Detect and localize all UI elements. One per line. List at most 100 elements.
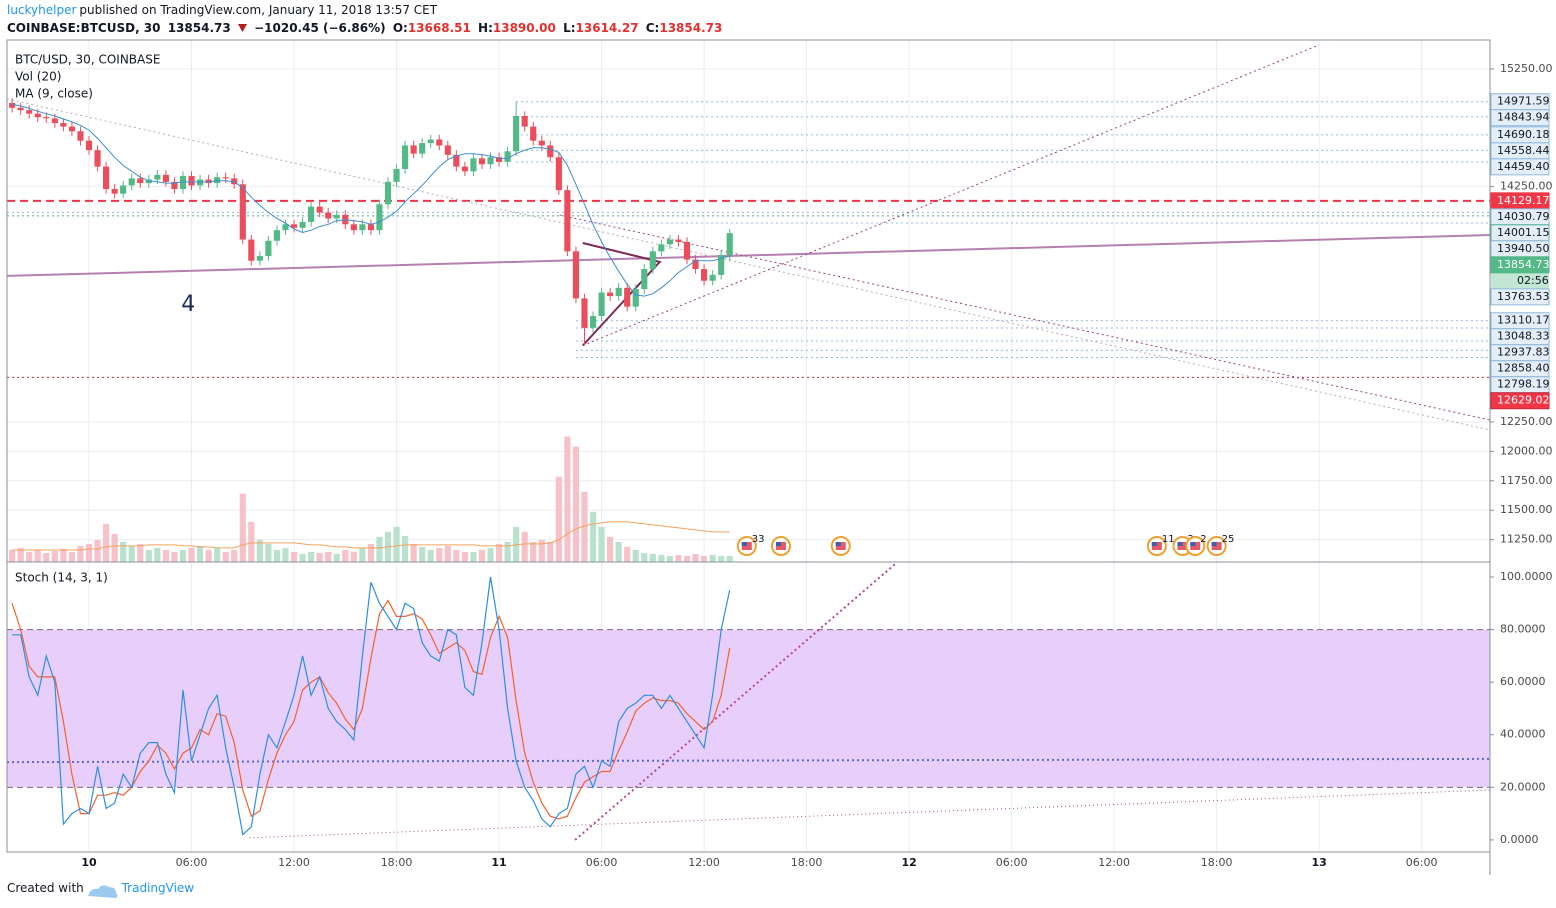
volume-bar [103, 523, 110, 562]
candle-body [530, 126, 537, 141]
y-tick-label: 0.0000 [1500, 833, 1539, 846]
volume-bar [308, 551, 315, 562]
volume-bar [111, 533, 118, 562]
candle-body [77, 131, 84, 141]
volume-bar [43, 552, 50, 562]
y-tick-label: 11500.00 [1500, 503, 1553, 516]
volume-bar [188, 547, 195, 562]
volume-legend: Vol (20) [15, 70, 61, 84]
volume-bar [666, 555, 673, 562]
event-count: 33 [752, 534, 765, 545]
candle-body [581, 298, 588, 328]
price-label: 12937.83 [1497, 346, 1550, 359]
event-count: 2 [1200, 534, 1206, 545]
event-flag-canton [741, 542, 747, 546]
event-flag-canton [1190, 542, 1196, 546]
volume-bar [273, 549, 281, 562]
volume-bar [572, 446, 580, 562]
candle-body [51, 118, 58, 124]
volume-bar [555, 476, 562, 562]
candle-body [85, 140, 93, 151]
candle-body [111, 188, 118, 194]
volume-bar [256, 539, 263, 562]
candle-body [589, 316, 597, 328]
down-arrow [237, 24, 247, 32]
candle-body [43, 117, 50, 119]
trend-line [582, 242, 662, 347]
candle-body [453, 154, 460, 167]
volume-bar [427, 549, 434, 562]
x-tick-label: 06:00 [1406, 856, 1438, 869]
x-tick-label: 12:00 [1098, 856, 1130, 869]
candle-body [504, 151, 511, 162]
volume-bar [410, 543, 417, 562]
trend-line [7, 234, 1490, 277]
x-tick-label: 06:00 [586, 856, 618, 869]
price-label: 14971.59 [1497, 95, 1550, 108]
volume-bar [316, 552, 323, 562]
volume-bar [9, 549, 16, 562]
high-label: H: [478, 21, 493, 35]
event-flag-canton [775, 542, 781, 546]
price-label-bg [1490, 392, 1550, 410]
candle-body [495, 157, 503, 162]
volume-bar [402, 535, 409, 562]
price-label: 13940.50 [1497, 242, 1550, 255]
candle-body [641, 268, 648, 289]
event-count: 25 [1222, 534, 1235, 545]
price-label: 14459.40 [1497, 160, 1550, 173]
candle-body [666, 239, 673, 245]
x-tick-label: 06:00 [996, 856, 1028, 869]
candle-body [256, 256, 263, 261]
price-label: 14843.94 [1497, 111, 1550, 124]
event-flag-canton [1211, 542, 1217, 546]
author-link[interactable]: luckyhelper [7, 3, 77, 17]
price-label: 14001.15 [1497, 226, 1550, 239]
candle-body [316, 206, 323, 213]
candle-body [290, 224, 298, 228]
price-label-bg [1490, 256, 1550, 274]
candle-body [410, 145, 417, 154]
candle-body [248, 239, 255, 261]
candle-body [376, 204, 383, 231]
candle-body [325, 212, 332, 219]
x-tick-label: 12 [901, 856, 916, 869]
volume-bar [145, 549, 152, 562]
price-label: 13110.17 [1497, 314, 1550, 327]
brand-link[interactable]: TradingView [121, 881, 195, 895]
candle-body [359, 224, 366, 231]
axes: 10 06:00 12:00 18:00 11 06:00 12:00 18:00 12 06:0… [81, 62, 1552, 869]
volume-bar [419, 546, 426, 562]
volume-bar [248, 521, 255, 562]
candle-body [231, 178, 238, 185]
candle-body [26, 110, 33, 114]
candle-body [222, 177, 229, 179]
volume-bar [470, 551, 477, 562]
candle-body [538, 140, 545, 146]
trend-line [582, 44, 1320, 346]
candle-body [615, 287, 622, 297]
volume-bar [615, 541, 622, 562]
volume-ma-line [12, 521, 730, 551]
volume-bar [521, 531, 528, 562]
volume-bar [26, 551, 33, 562]
volume-bar [692, 553, 699, 562]
y-tick-label: 20.0000 [1500, 780, 1546, 793]
volume-bar [239, 493, 246, 562]
candle-body [427, 139, 434, 144]
trend-line [559, 214, 1490, 421]
volume-bar [675, 554, 682, 562]
volume-bar [120, 541, 127, 562]
volume-bar [282, 547, 289, 562]
price-label: 12858.40 [1497, 362, 1550, 375]
volume-bar [581, 491, 588, 562]
candle-body [120, 185, 127, 194]
candle-body [632, 288, 639, 307]
candle-body [521, 116, 528, 127]
header-line-2: COINBASE:BTCUSD, 30 13854.73 −1020.45 (−… [7, 21, 725, 35]
volume-bar [376, 536, 383, 562]
candle-body [461, 166, 468, 172]
volume-bar [718, 555, 725, 562]
volume-bar [214, 547, 221, 562]
candle-body [265, 240, 272, 257]
